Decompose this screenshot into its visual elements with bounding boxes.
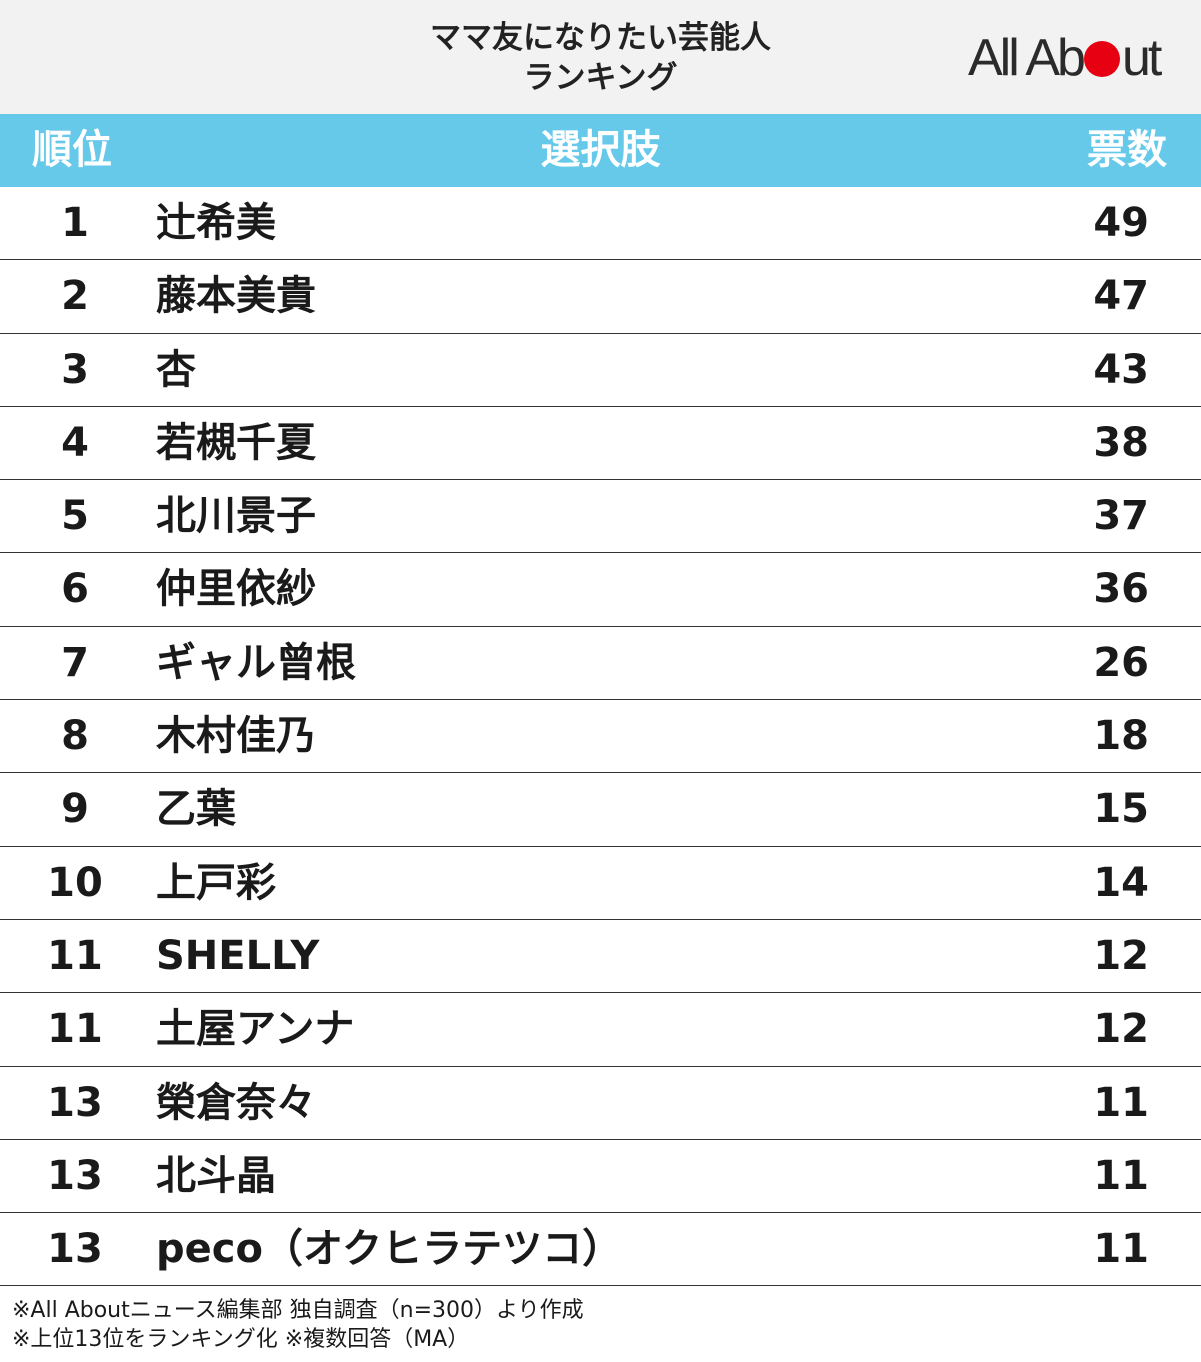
name-cell: 北川景子 (156, 493, 316, 540)
votes-cell: 38 (1093, 419, 1149, 466)
votes-cell: 11 (1093, 1226, 1149, 1273)
title-line-2: ランキング (523, 60, 678, 96)
name-cell: 若槻千夏 (156, 419, 316, 466)
rank-cell: 3 (61, 346, 89, 393)
rank-cell: 6 (61, 566, 89, 613)
table-row: 10 上戸彩 14 (0, 847, 1201, 920)
title-line-1: ママ友になりたい芸能人 (430, 20, 771, 56)
name-cell: 上戸彩 (156, 859, 276, 906)
votes-cell: 26 (1093, 639, 1149, 686)
table-header: 順位 選択肢 票数 (0, 114, 1201, 187)
name-cell: 辻希美 (156, 200, 276, 246)
table-row: 3 杏 43 (0, 334, 1201, 407)
votes-cell: 11 (1093, 1152, 1149, 1199)
logo-text-left: All Ab (968, 29, 1086, 87)
page-title: ママ友になりたい芸能人 ランキング (0, 18, 1201, 98)
table-row: 7 ギャル曾根 26 (0, 627, 1201, 701)
column-header-votes: 票数 (1087, 127, 1167, 173)
votes-cell: 43 (1093, 346, 1149, 393)
table-row: 9 乙葉 15 (0, 773, 1201, 847)
table-row: 6 仲里依紗 36 (0, 553, 1201, 627)
votes-cell: 37 (1093, 493, 1149, 540)
table-row: 13 北斗晶 11 (0, 1140, 1201, 1214)
name-cell: peco（オクヒラテツコ） (156, 1226, 623, 1273)
rank-cell: 5 (61, 493, 89, 540)
votes-cell: 12 (1093, 932, 1149, 979)
votes-cell: 15 (1093, 786, 1149, 833)
logo-text-right: ut (1121, 29, 1162, 87)
table-row: 11 土屋アンナ 12 (0, 993, 1201, 1067)
votes-cell: 36 (1093, 566, 1149, 613)
votes-cell: 18 (1093, 713, 1149, 760)
votes-cell: 14 (1093, 859, 1149, 906)
footnote-source: ※All Aboutニュース編集部 独自調査（n=300）より作成 (12, 1298, 584, 1323)
votes-cell: 12 (1093, 1006, 1149, 1053)
rank-cell: 4 (61, 419, 89, 466)
name-cell: 杏 (156, 346, 196, 393)
votes-cell: 11 (1093, 1079, 1149, 1126)
rank-cell: 11 (47, 932, 103, 979)
table-row: 13 peco（オクヒラテツコ） 11 (0, 1213, 1201, 1287)
table-row: 13 榮倉奈々 11 (0, 1067, 1201, 1140)
table-row: 5 北川景子 37 (0, 480, 1201, 554)
rank-cell: 13 (47, 1079, 103, 1126)
name-cell: 乙葉 (156, 786, 236, 833)
votes-cell: 49 (1093, 200, 1149, 246)
name-cell: 北斗晶 (156, 1152, 276, 1199)
votes-cell: 47 (1093, 273, 1149, 320)
table-row: 2 藤本美貴 47 (0, 260, 1201, 334)
rank-cell: 10 (47, 859, 103, 906)
page-header: ママ友になりたい芸能人 ランキング All Ab ut (0, 0, 1201, 114)
name-cell: 木村佳乃 (156, 713, 316, 760)
name-cell: 榮倉奈々 (156, 1079, 316, 1126)
rank-cell: 7 (61, 639, 89, 686)
rank-cell: 11 (47, 1006, 103, 1053)
table-row: 4 若槻千夏 38 (0, 407, 1201, 481)
rank-cell: 1 (61, 200, 89, 246)
footnote-method: ※上位13位をランキング化 ※複数回答（MA） (12, 1327, 470, 1352)
rank-cell: 13 (47, 1226, 103, 1273)
rank-cell: 9 (61, 786, 89, 833)
column-header-rank: 順位 (32, 127, 112, 173)
column-header-choice: 選択肢 (540, 127, 661, 173)
rank-cell: 8 (61, 713, 89, 760)
rank-cell: 2 (61, 273, 89, 320)
table-row: 1 辻希美 49 (0, 187, 1201, 261)
table-row: 8 木村佳乃 18 (0, 700, 1201, 774)
all-about-logo: All Ab ut (968, 29, 1162, 87)
name-cell: 仲里依紗 (156, 566, 316, 613)
name-cell: SHELLY (156, 932, 320, 979)
name-cell: 土屋アンナ (156, 1006, 355, 1053)
table-row: 11 SHELLY 12 (0, 920, 1201, 994)
name-cell: ギャル曾根 (156, 639, 356, 686)
name-cell: 藤本美貴 (156, 273, 316, 320)
footnotes: ※All Aboutニュース編集部 独自調査（n=300）より作成 ※上位13位… (12, 1296, 584, 1354)
rank-cell: 13 (47, 1152, 103, 1199)
logo-red-dot-icon (1083, 41, 1120, 77)
ranking-table-body: 1 辻希美 49 2 藤本美貴 47 3 杏 43 4 若槻千夏 38 5 北川景子 37 6 仲里依紗 36 7 ギ… (0, 187, 1201, 1287)
